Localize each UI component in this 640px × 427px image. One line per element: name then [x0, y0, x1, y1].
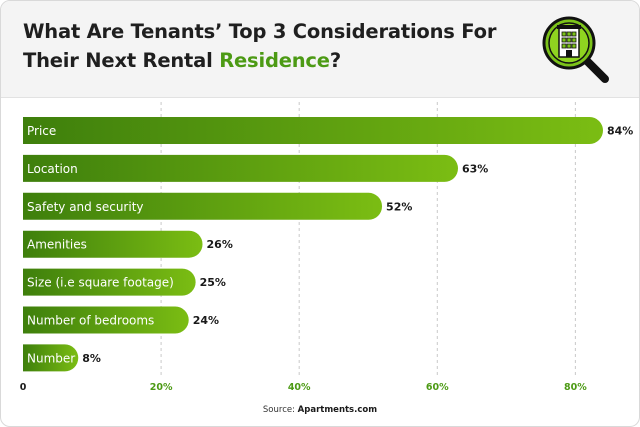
header: What Are Tenants’ Top 3 Considerations F…	[1, 1, 639, 98]
bar-category-label: Amenities	[27, 238, 87, 252]
bar-chart-svg: Price 84% Location 63% Safety and security 52…	[20, 102, 633, 393]
bar-value-label: 52%	[386, 200, 412, 213]
bar-category-label: Number of baths	[27, 351, 128, 365]
bar-value-label: 63%	[462, 162, 488, 175]
bar-category-label: Safety and security	[27, 200, 144, 214]
title-accent: Residence	[219, 49, 330, 72]
title-end: ?	[329, 49, 341, 72]
x-tick-label: 60%	[426, 382, 449, 393]
x-tick-label: 80%	[564, 382, 587, 393]
bar	[23, 192, 383, 220]
source-note: Source: Apartments.com	[1, 405, 639, 415]
bar-category-label: Location	[27, 162, 78, 176]
bar	[23, 230, 203, 258]
bar-category-label: Number of bedrooms	[27, 314, 154, 328]
x-tick-label: 40%	[288, 382, 311, 393]
bar	[23, 344, 79, 372]
bar-value-label: 25%	[200, 276, 226, 289]
x-tick-label: 0	[20, 382, 27, 393]
bar-value-label: 8%	[82, 352, 101, 365]
source-prefix: Source:	[262, 405, 298, 415]
bar	[23, 306, 189, 334]
bar-value-label: 24%	[193, 314, 219, 327]
page-title: What Are Tenants’ Top 3 Considerations F…	[23, 17, 523, 75]
bar	[23, 268, 196, 296]
bar-value-label: 84%	[607, 125, 633, 138]
x-tick-label: 20%	[150, 382, 173, 393]
bar	[23, 117, 603, 144]
bar-category-label: Price	[27, 124, 56, 138]
source-name: Apartments.com	[297, 405, 378, 415]
building-magnifier-icon	[537, 15, 617, 87]
bar-category-label: Size (i.e square footage)	[27, 276, 174, 290]
title-text: What Are Tenants’ Top 3 Considerations F…	[23, 20, 497, 72]
bar-chart: Price 84% Location 63% Safety and security 52…	[1, 97, 639, 397]
bar	[23, 154, 458, 182]
bar-value-label: 26%	[207, 238, 233, 251]
